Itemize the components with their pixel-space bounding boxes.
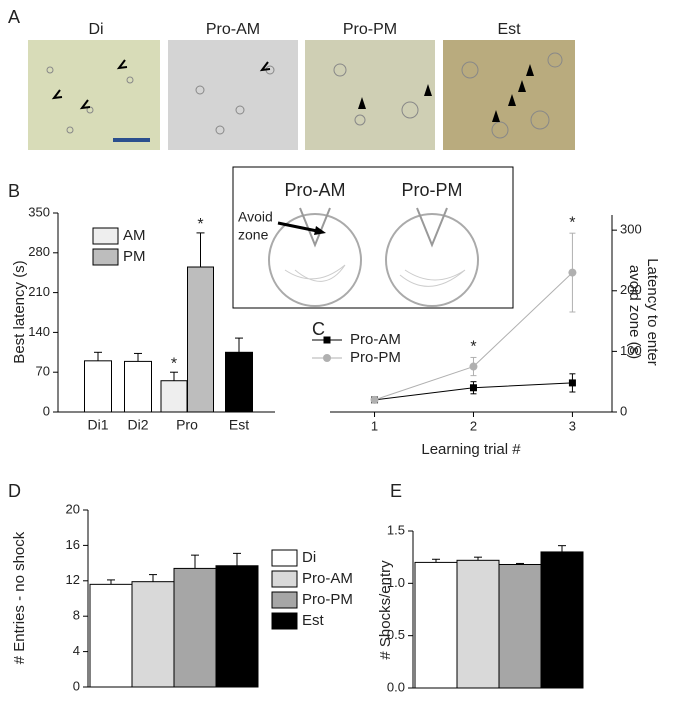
arrow bbox=[277, 221, 323, 234]
panel-label: B bbox=[8, 181, 20, 201]
y-tick-label: 8 bbox=[73, 608, 80, 623]
legend-swatch bbox=[271, 570, 298, 588]
legend-swatch bbox=[92, 248, 119, 266]
y-tick-label: 16 bbox=[66, 537, 80, 552]
y-tick-label: 0.0 bbox=[387, 679, 405, 694]
x-tick-label: 3 bbox=[569, 418, 576, 433]
image-title: Est bbox=[497, 21, 521, 38]
y-tick-label: 350 bbox=[28, 204, 50, 219]
y2-tick-label: 200 bbox=[620, 282, 642, 297]
y-tick-label: 1.5 bbox=[387, 522, 405, 537]
micrograph bbox=[168, 40, 298, 150]
bar bbox=[456, 559, 500, 689]
legend-label: Pro-PM bbox=[350, 349, 401, 366]
significance: * bbox=[171, 355, 177, 372]
inset-annotation: zone bbox=[238, 227, 269, 243]
inset-title: Pro-AM bbox=[284, 180, 345, 200]
legend-label: Pro-AM bbox=[350, 331, 401, 348]
arena bbox=[268, 213, 362, 307]
x-axis-label: Learning trial # bbox=[421, 441, 521, 458]
legend-label: Pro-AM bbox=[302, 570, 353, 587]
legend-label: PM bbox=[123, 248, 146, 265]
marker bbox=[568, 268, 577, 277]
panel-label: D bbox=[8, 481, 21, 501]
y-tick-label: 12 bbox=[66, 572, 80, 587]
marker bbox=[469, 362, 478, 371]
bar bbox=[225, 351, 253, 413]
marker bbox=[469, 384, 477, 392]
y2-tick-label: 300 bbox=[620, 222, 642, 237]
arrows bbox=[51, 59, 271, 110]
arrowhead bbox=[314, 226, 326, 235]
x-tick-label: Di1 bbox=[87, 417, 108, 433]
significance: * bbox=[470, 339, 476, 356]
y-tick-label: 0 bbox=[73, 678, 80, 693]
bar bbox=[124, 360, 152, 413]
bar bbox=[84, 360, 112, 413]
legend-label: Est bbox=[302, 612, 325, 629]
y-axis-label: # Entries - no shock bbox=[11, 531, 28, 664]
image-title: Di bbox=[88, 21, 103, 38]
x-tick-label: Pro bbox=[176, 417, 198, 433]
legend-swatch bbox=[271, 549, 298, 567]
cell-texture bbox=[46, 52, 563, 139]
legend-label: Di bbox=[302, 549, 316, 566]
y-tick-label: 140 bbox=[28, 324, 50, 339]
panel-label: A bbox=[8, 7, 20, 27]
y2-tick-label: 100 bbox=[620, 343, 642, 358]
legend-label: Pro-PM bbox=[302, 591, 353, 608]
inset-box bbox=[232, 166, 514, 309]
legend-label: AM bbox=[123, 227, 146, 244]
y-tick-label: 4 bbox=[73, 643, 80, 658]
significance: * bbox=[569, 214, 575, 231]
bar bbox=[414, 561, 458, 689]
track bbox=[284, 264, 466, 287]
image-title: Pro-AM bbox=[206, 21, 260, 38]
inset-title: Pro-PM bbox=[401, 180, 462, 200]
y-tick-label: 70 bbox=[36, 364, 50, 379]
bar bbox=[540, 551, 584, 689]
y-axis-label: # Shocks/entry bbox=[377, 560, 394, 660]
y-tick-label: 20 bbox=[66, 501, 80, 516]
legend-swatch bbox=[92, 227, 119, 245]
y-axis-label: Latency to enter bbox=[644, 258, 661, 366]
y-tick-label: 0 bbox=[43, 403, 50, 418]
inset-annotation: Avoid bbox=[238, 209, 273, 225]
marker bbox=[323, 336, 331, 344]
panel-label: C bbox=[312, 319, 325, 339]
bar bbox=[89, 583, 133, 688]
micrograph bbox=[28, 40, 160, 150]
micrograph bbox=[443, 40, 575, 150]
y-axis-label: avoid zone (s) bbox=[626, 265, 643, 359]
zone-lines bbox=[299, 207, 448, 248]
significance: * bbox=[197, 216, 203, 233]
legend-swatch bbox=[271, 612, 298, 630]
bar bbox=[131, 581, 175, 688]
panel-label: E bbox=[390, 481, 402, 501]
y-axis-label: Best latency (s) bbox=[11, 260, 28, 363]
bar bbox=[173, 567, 217, 688]
x-tick-label: Di2 bbox=[127, 417, 148, 433]
micrograph bbox=[305, 40, 435, 150]
y-tick-label: 280 bbox=[28, 244, 50, 259]
bar bbox=[498, 563, 542, 689]
y2-tick-label: 0 bbox=[620, 403, 627, 418]
arena bbox=[385, 213, 479, 307]
arrowheads bbox=[358, 64, 534, 122]
y-tick-label: 210 bbox=[28, 284, 50, 299]
x-tick-label: Est bbox=[229, 417, 249, 433]
marker bbox=[323, 354, 331, 362]
legend-swatch bbox=[271, 591, 298, 609]
y-tick-label: 0.5 bbox=[387, 627, 405, 642]
x-tick-label: 2 bbox=[470, 418, 477, 433]
bar bbox=[160, 380, 188, 413]
x-tick-label: 1 bbox=[371, 418, 378, 433]
bar bbox=[215, 565, 259, 688]
marker bbox=[370, 395, 379, 404]
image-title: Pro-PM bbox=[343, 21, 397, 38]
y-tick-label: 1.0 bbox=[387, 575, 405, 590]
bar bbox=[187, 266, 214, 413]
marker bbox=[568, 379, 576, 387]
